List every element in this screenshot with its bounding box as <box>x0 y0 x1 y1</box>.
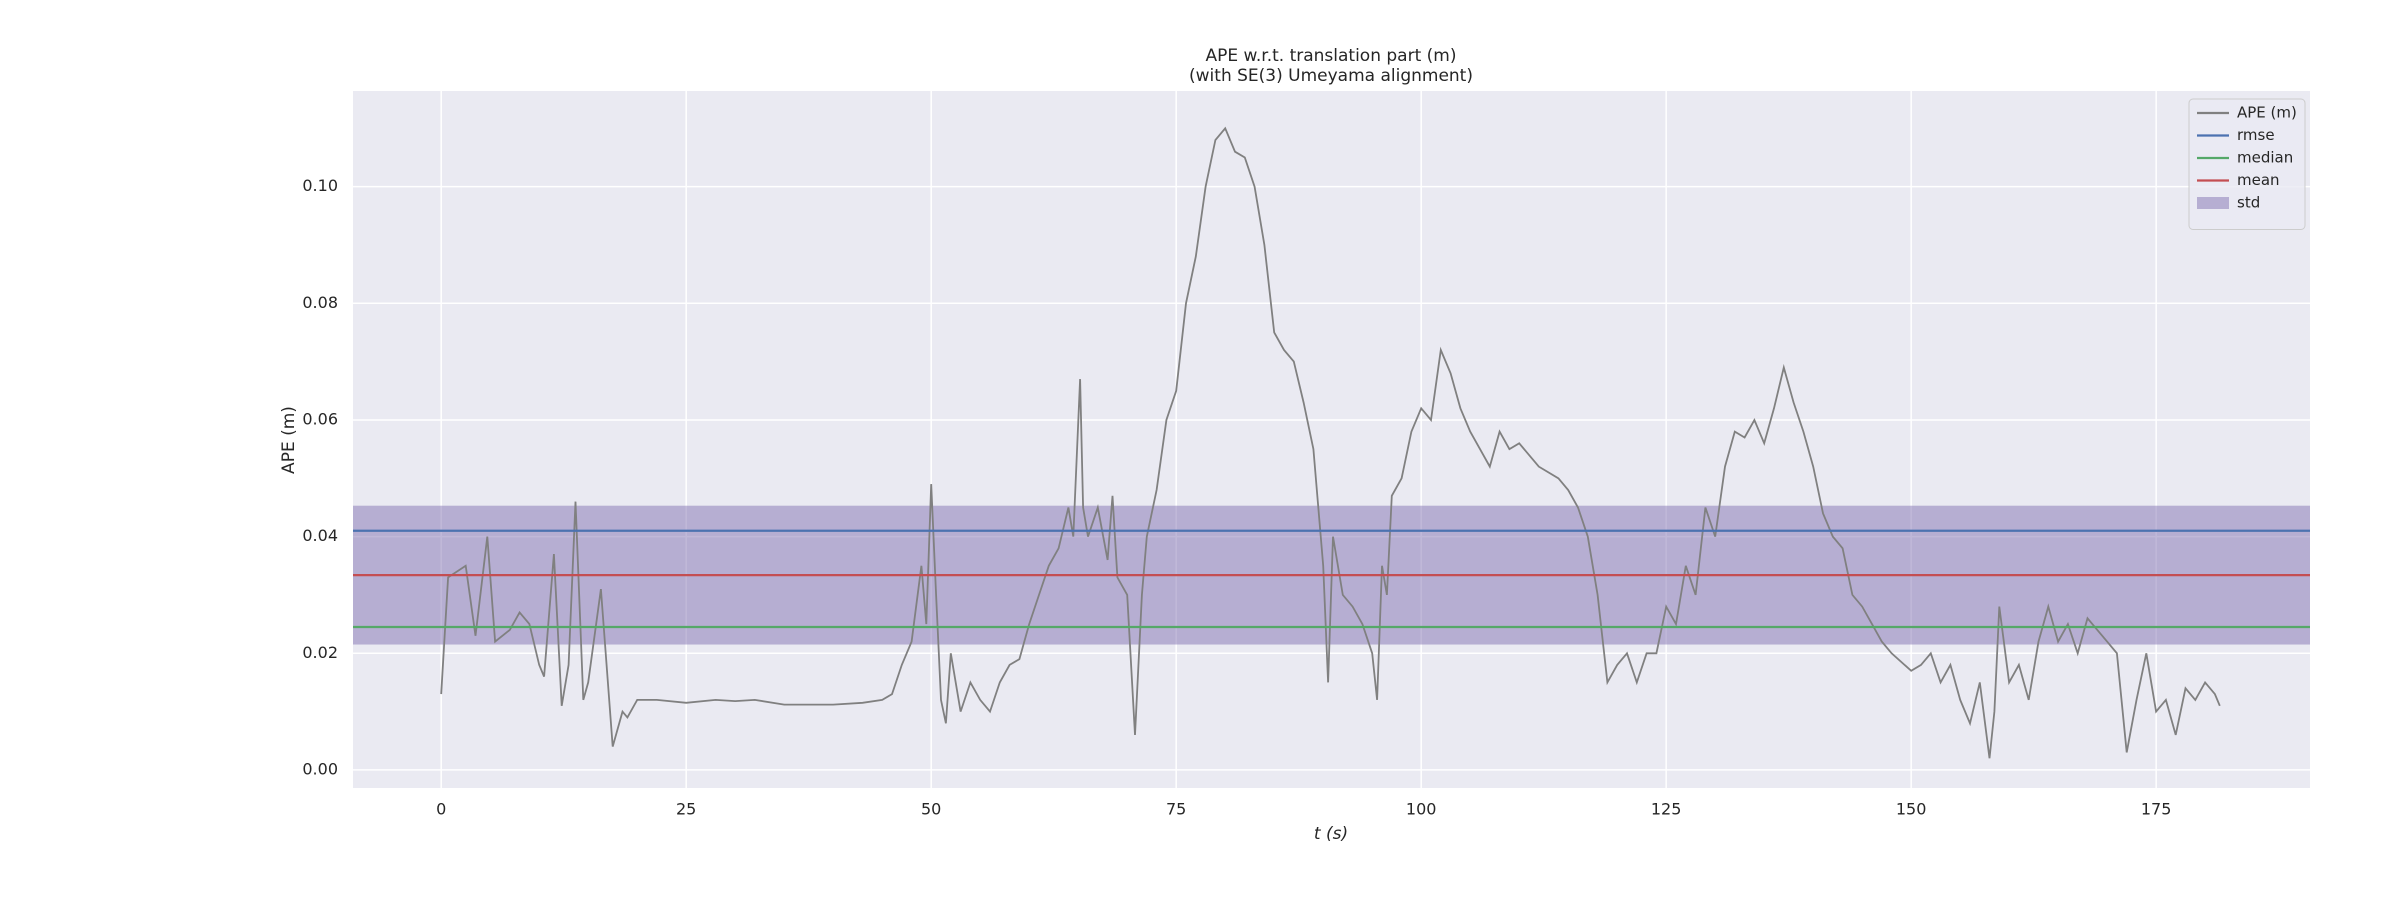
legend-label: mean <box>2237 171 2280 189</box>
x-tick-label: 75 <box>1166 800 1186 819</box>
y-tick-label: 0.10 <box>302 176 338 195</box>
legend-label: APE (m) <box>2237 104 2297 122</box>
x-tick-label: 100 <box>1406 800 1437 819</box>
y-tick-label: 0.02 <box>302 643 338 662</box>
x-tick-label: 25 <box>676 800 696 819</box>
x-tick-label: 175 <box>2141 800 2172 819</box>
y-tick-label: 0.06 <box>302 409 338 428</box>
legend-swatch <box>2197 197 2229 209</box>
chart-title: APE w.r.t. translation part (m) <box>1206 46 1457 66</box>
legend-label: rmse <box>2237 126 2275 144</box>
legend-label: std <box>2237 194 2260 212</box>
ape-line <box>440 126 2221 759</box>
chart-subtitle: (with SE(3) Umeyama alignment) <box>1189 66 1473 86</box>
y-tick-label: 0.08 <box>302 293 338 312</box>
x-tick-label: 150 <box>1896 800 1927 819</box>
x-tick-label: 50 <box>921 800 941 819</box>
legend-label: median <box>2237 149 2293 167</box>
y-tick-label: 0.04 <box>302 526 338 545</box>
plot-area <box>353 91 2310 788</box>
y-tick-label: 0.00 <box>302 759 338 778</box>
x-tick-label: 125 <box>1651 800 1682 819</box>
x-tick-label: 0 <box>436 800 446 819</box>
legend-box <box>2188 98 2306 230</box>
x-axis-label: t (s) <box>1314 824 1348 844</box>
y-axis-label: APE (m) <box>279 406 299 474</box>
